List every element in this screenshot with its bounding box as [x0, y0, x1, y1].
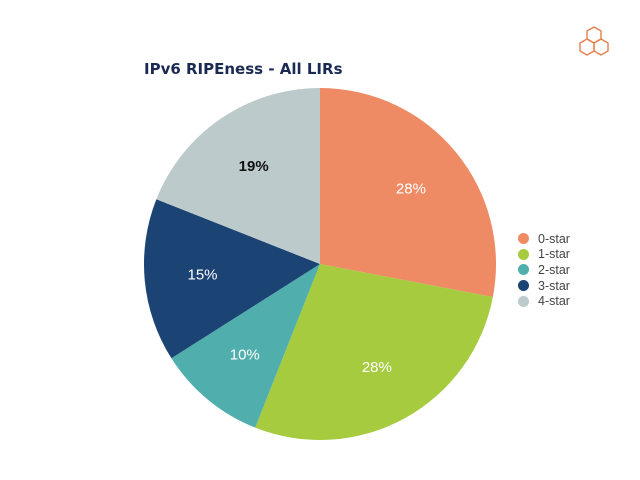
pie-slice-label-1-star: 28%: [362, 359, 392, 376]
legend-swatch: [518, 264, 529, 276]
pie-slice-3-star: [143, 199, 320, 359]
legend-item-0-star: 0-star: [518, 231, 618, 247]
legend-swatch: [518, 295, 529, 307]
pie-slice-label-4-star: 19%: [239, 158, 269, 175]
legend-swatch: [518, 280, 529, 292]
chart-legend: 0-star 1-star 2-star 3-star 4-star: [518, 231, 618, 309]
legend-swatch: [518, 248, 529, 260]
pie-slice-1-star: [255, 264, 493, 440]
chart-title: IPv6 RIPEness - All LIRs: [144, 60, 343, 78]
pie-slice-4-star: [156, 88, 320, 264]
legend-swatch: [518, 233, 529, 245]
legend-label: 2-star: [538, 262, 570, 277]
ripe-ncc-hexagon-logo-icon: [579, 26, 609, 56]
pie-slices: [143, 88, 496, 440]
legend-label: 1-star: [538, 247, 570, 262]
pie-slice-label-2-star: 10%: [230, 346, 260, 363]
pie-slice-0-star: [320, 88, 496, 297]
legend-item-4-star: 4-star: [518, 293, 618, 309]
pie-slice-2-star: [171, 264, 320, 428]
legend-item-3-star: 3-star: [518, 278, 618, 294]
pie-slice-labels: 28% 28% 10% 15% 19%: [188, 158, 426, 376]
legend-label: 4-star: [538, 294, 570, 309]
legend-label: 0-star: [538, 231, 570, 246]
legend-item-1-star: 1-star: [518, 247, 618, 263]
legend-label: 3-star: [538, 278, 570, 293]
legend-item-2-star: 2-star: [518, 262, 618, 278]
pie-slice-label-3-star: 15%: [188, 267, 218, 284]
pie-slice-label-0-star: 28%: [396, 180, 426, 197]
